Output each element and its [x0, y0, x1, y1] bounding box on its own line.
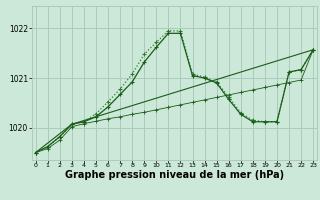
X-axis label: Graphe pression niveau de la mer (hPa): Graphe pression niveau de la mer (hPa)	[65, 170, 284, 180]
